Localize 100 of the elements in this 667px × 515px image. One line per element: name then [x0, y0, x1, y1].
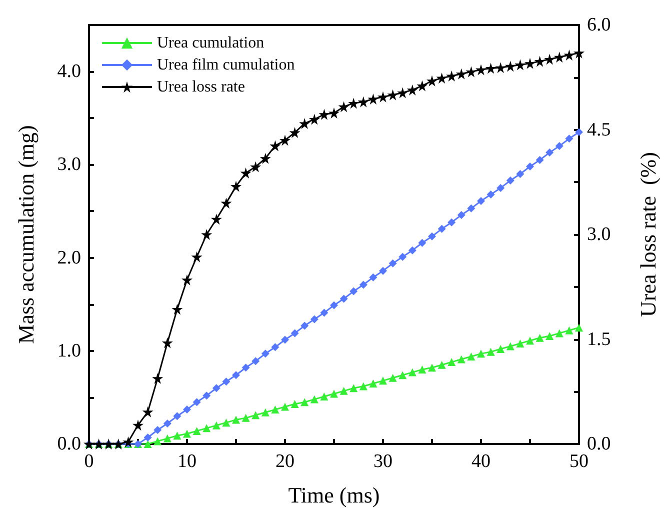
point [575, 324, 583, 332]
point [369, 379, 378, 388]
point [486, 190, 495, 198]
x-tick-label: 0 [84, 451, 94, 472]
y2-tick-label: 6.0 [587, 14, 611, 36]
point [516, 170, 524, 178]
point [310, 395, 318, 404]
point [368, 94, 379, 105]
point [544, 54, 556, 65]
legend-label: Urea cumulation [157, 34, 264, 52]
point [242, 364, 250, 372]
point [330, 390, 338, 398]
x-tick-label: 40 [472, 451, 490, 472]
point [232, 416, 240, 424]
point [359, 382, 368, 390]
y-axis-title: Mass accumulation (mg) [14, 125, 38, 344]
point [212, 384, 220, 392]
point [565, 326, 574, 334]
point [154, 426, 162, 434]
point [477, 196, 485, 205]
point [232, 371, 240, 380]
point [378, 91, 388, 102]
x-tick-label: 50 [570, 451, 588, 472]
point [446, 70, 458, 82]
point [408, 246, 416, 254]
point [270, 140, 281, 152]
point [271, 343, 280, 352]
point [388, 374, 397, 382]
point [330, 301, 338, 310]
point [271, 406, 280, 414]
y2-axis-title: Urea loss rate (%) [636, 152, 660, 317]
x-tick-label: 30 [374, 451, 392, 472]
point [281, 402, 289, 411]
point [397, 87, 408, 98]
point [564, 50, 575, 61]
point [496, 184, 505, 192]
point [340, 294, 348, 303]
point [328, 107, 340, 118]
point [290, 400, 299, 408]
point [280, 134, 290, 146]
point [426, 75, 438, 86]
y2-tick-label: 1.5 [587, 328, 611, 350]
point [220, 198, 232, 209]
point [310, 315, 318, 324]
point [438, 224, 446, 233]
point [466, 66, 477, 78]
point [201, 229, 212, 240]
point [300, 322, 309, 330]
point [369, 273, 378, 282]
point [358, 96, 369, 108]
point [555, 142, 564, 150]
x-tick-label: 10 [178, 451, 196, 472]
point [240, 168, 252, 179]
point [506, 342, 514, 350]
point [183, 406, 191, 414]
legend-label: Urea film cumulation [157, 56, 295, 74]
point [183, 430, 191, 438]
point [448, 358, 456, 366]
point [142, 406, 154, 418]
point [192, 426, 201, 435]
point [250, 161, 262, 172]
point [172, 304, 183, 315]
point [154, 437, 162, 446]
point [338, 101, 350, 112]
point [467, 204, 476, 212]
point [348, 98, 360, 109]
point [132, 420, 144, 431]
point [210, 214, 222, 225]
point [290, 329, 299, 338]
point [428, 232, 436, 240]
point [281, 336, 289, 344]
point [300, 398, 309, 406]
point [252, 357, 260, 366]
point [526, 162, 534, 171]
y-tick-label: 2.0 [57, 247, 81, 268]
point [163, 434, 172, 442]
point [340, 386, 348, 395]
point [320, 308, 328, 317]
point [456, 68, 467, 80]
point [448, 218, 456, 226]
point [516, 339, 524, 348]
point [261, 408, 270, 416]
point [152, 372, 164, 384]
point [436, 72, 448, 84]
point [260, 152, 271, 164]
point [418, 366, 426, 374]
point [506, 176, 514, 184]
point [242, 414, 250, 422]
point [554, 52, 565, 63]
point [222, 418, 230, 427]
y-tick-label: 1.0 [57, 340, 81, 362]
point [546, 332, 554, 340]
point [467, 352, 476, 360]
y2-tick-label: 0.0 [587, 434, 611, 454]
point [496, 345, 505, 354]
point [192, 398, 201, 406]
point [575, 128, 583, 136]
point [289, 127, 300, 138]
point [359, 280, 368, 289]
point [202, 392, 211, 400]
